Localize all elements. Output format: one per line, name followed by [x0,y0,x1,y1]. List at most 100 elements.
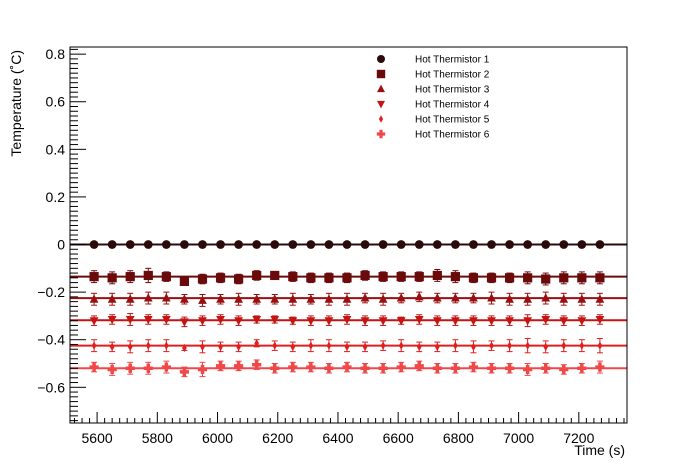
data-point [559,317,569,326]
data-point [324,273,334,283]
data-point [306,240,316,249]
data-point [198,295,207,304]
data-point [471,342,476,351]
data-point [342,240,352,249]
data-point [451,240,460,249]
data-point [414,240,424,249]
data-point [414,292,424,301]
data-point [523,273,533,283]
data-point [91,341,97,350]
data-point [236,342,241,351]
data-point [252,316,262,325]
data-point [487,240,496,249]
data-point [109,342,115,351]
data-point [215,273,226,283]
data-point [161,316,171,325]
legend: Hot Thermistor 1 Hot Thermistor 2 Hot Ther… [376,55,490,141]
data-point [234,274,244,284]
data-point [360,363,370,373]
data-point [577,363,587,373]
data-point [398,341,404,350]
data-point [451,293,460,302]
legend-item-5: Hot Thermistor 5 [378,115,490,126]
data-point [505,317,514,326]
data-point [432,240,442,249]
legend-item-1: Hot Thermistor 1 [377,55,490,66]
data-point [507,341,512,350]
data-point [504,273,515,283]
legend-marker [376,129,386,139]
data-point [360,240,370,249]
y-axis-title: Temperature (˚C) [8,50,24,157]
x-tick-label: 6000 [202,430,233,446]
data-point [107,294,117,303]
data-point [270,270,280,281]
data-point [579,341,585,350]
data-point [577,240,587,249]
data-point [435,342,440,351]
data-point [378,272,388,282]
legend-label: Hot Thermistor 5 [415,115,490,126]
data-point [597,341,603,350]
data-point [342,362,352,372]
data-point [254,339,259,348]
data-point [396,317,406,326]
legend-marker [378,115,384,123]
data-point [396,293,406,302]
legend-item-2: Hot Thermistor 2 [376,70,490,81]
legend-label: Hot Thermistor 3 [415,85,490,96]
data-point [127,342,133,351]
data-point [234,294,243,303]
data-point [595,362,605,372]
data-point [107,316,117,325]
data-point [468,273,479,283]
data-point [270,363,280,373]
data-point [306,273,316,283]
data-point [161,362,171,372]
data-point [218,342,223,351]
data-point [326,341,332,350]
data-point [270,316,280,325]
data-point [432,363,442,373]
data-point [164,341,169,350]
series-2 [70,267,627,287]
data-point [432,270,442,281]
data-point [216,240,225,249]
data-point [161,240,171,249]
series-4 [70,313,627,328]
data-point [432,293,442,302]
data-point [487,317,496,326]
data-point [197,364,208,375]
data-point [489,341,494,350]
x-tick-label: 6200 [262,430,293,446]
legend-label: Hot Thermistor 4 [415,100,490,111]
data-point [486,363,497,373]
data-point [360,317,370,326]
data-point [252,270,262,281]
series-6 [70,359,627,378]
legend-item-6: Hot Thermistor 6 [376,129,490,141]
data-point [342,294,352,303]
data-point [453,341,458,350]
data-point [523,364,533,375]
data-point [143,240,153,249]
data-point [252,294,262,303]
data-point [125,272,135,282]
data-point [89,272,99,282]
x-tick-label: 6400 [322,430,353,446]
data-point [414,272,424,282]
data-point [541,316,551,325]
data-point [342,273,352,283]
data-point [89,294,99,303]
data-point [362,342,368,351]
data-point [324,317,334,326]
y-tick-label: −0.2 [37,284,65,300]
data-point [561,341,567,350]
data-point [107,273,117,283]
data-point [396,362,406,372]
data-point [487,293,496,302]
data-point [541,293,551,302]
data-point [450,363,460,373]
